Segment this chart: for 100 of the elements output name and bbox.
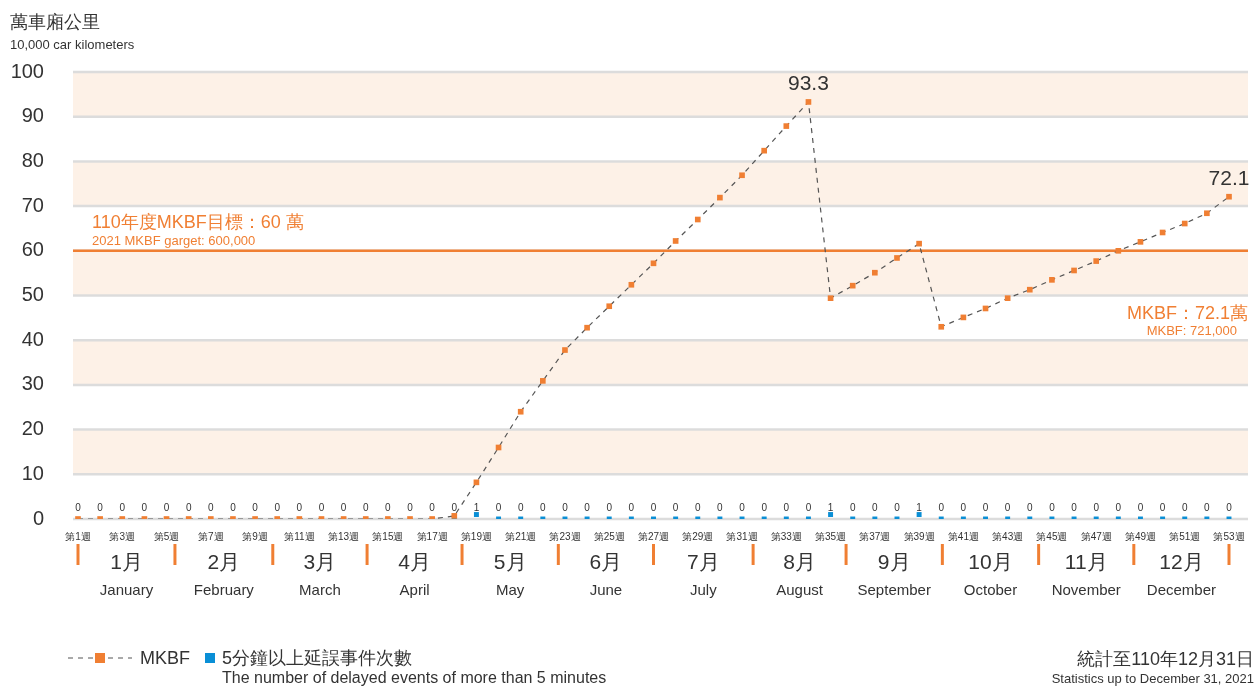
point (938, 323, 945, 330)
data-label: 93.3 (788, 70, 829, 94)
x-tick-label: 第11週 (284, 530, 315, 542)
x-tick-label: 第15週 (372, 530, 404, 542)
x-tick-label: 第3週 (109, 530, 136, 542)
data-label: 0 (938, 502, 945, 513)
x-tick-label: 第21週 (505, 530, 537, 542)
text: 0 (318, 502, 325, 513)
point (473, 512, 479, 518)
data-label: 0 (540, 502, 547, 513)
data-label: 0 (739, 502, 746, 513)
x-tick-label: 第37週 (859, 530, 891, 542)
text: September (857, 581, 931, 598)
text: 6月 (589, 550, 623, 573)
point (517, 408, 524, 415)
text: 10,000 car kilometers (10, 37, 135, 52)
data-label: 0 (805, 502, 812, 513)
y-tick-label: 80 (21, 148, 44, 171)
point (1181, 220, 1188, 227)
text: January (99, 581, 154, 598)
point (650, 260, 657, 267)
x-tick-label: 第27週 (637, 530, 670, 542)
point (916, 240, 922, 247)
data-label: 0 (960, 502, 967, 513)
data-label: 0 (584, 502, 591, 513)
point (761, 147, 767, 154)
data-label: 0 (849, 502, 856, 513)
data-label: 0 (1004, 502, 1011, 513)
x-tick-label: 第29週 (682, 530, 714, 542)
x-tick-label: 第41週 (947, 530, 979, 542)
x-tick-label: 第1週 (65, 530, 91, 542)
data-label: 0 (517, 502, 524, 513)
text: 0 (274, 502, 280, 513)
data-label: 1 (827, 502, 834, 513)
data-label: 0 (650, 502, 657, 513)
text: 0 (119, 502, 126, 513)
point (606, 303, 613, 310)
data-label: 0 (717, 502, 724, 513)
text: 10月 (968, 550, 1013, 573)
y-tick-label: 10 (21, 461, 44, 484)
text: 3月 (303, 550, 337, 573)
data-label: 72.1 (1208, 165, 1250, 189)
text: 11月 (1064, 550, 1108, 573)
x-tick-label: 第51週 (1169, 530, 1201, 542)
x-tick-label: 第5週 (153, 530, 180, 542)
y-tick-label: 0 (32, 506, 44, 529)
text: 1月 (110, 550, 143, 573)
text: July (689, 581, 718, 598)
x-tick-label: 第43週 (992, 530, 1024, 542)
text: 0 (362, 502, 369, 513)
x-tick-label: 第35週 (815, 530, 847, 542)
text: December (1146, 581, 1217, 598)
data-label: 0 (694, 502, 701, 513)
point (717, 194, 723, 201)
point (805, 99, 812, 105)
annotation: MKBF：72.1萬 (1126, 302, 1248, 323)
data-label: 0 (606, 502, 613, 513)
x-tick-label: 第31週 (726, 530, 758, 542)
y-tick-label: 40 (21, 327, 44, 350)
point (1093, 258, 1100, 264)
point (562, 347, 568, 353)
data-label: 0 (628, 502, 635, 513)
text: 0 (141, 502, 148, 513)
data-label: 0 (872, 502, 879, 513)
point (1026, 286, 1033, 293)
text: April (399, 581, 430, 598)
data-label: 0 (1137, 502, 1144, 513)
data-label: 0 (1027, 502, 1034, 513)
text: 7月 (686, 550, 720, 573)
data-label: 0 (783, 502, 790, 513)
x-tick-label: 第25週 (593, 530, 625, 542)
data-label: 0 (495, 502, 502, 513)
text: 0 (185, 502, 192, 513)
x-tick-label: 第39週 (903, 530, 935, 542)
text: November (1051, 581, 1121, 598)
x-tick-label: 第53週 (1213, 530, 1245, 542)
x-tick-label: 第47週 (1080, 530, 1112, 542)
data-label: 0 (1204, 502, 1211, 513)
point (672, 238, 679, 244)
text: 0 (75, 502, 81, 513)
data-label: 0 (761, 502, 768, 513)
point (1004, 295, 1011, 302)
data-label: 0 (1049, 502, 1056, 513)
data-label: 0 (1071, 502, 1078, 513)
point (739, 172, 745, 179)
point (1115, 247, 1122, 254)
point (827, 295, 834, 302)
point (828, 512, 834, 518)
text: 2月 (207, 550, 241, 573)
legend-label: 5分鐘以上延誤事件次數 (222, 648, 414, 668)
point (694, 216, 701, 223)
point (849, 282, 856, 289)
ref-line-label: 110年度MKBF目標：60 萬 (92, 211, 304, 232)
point (1137, 239, 1144, 245)
text: 0 (230, 502, 236, 513)
text: 5月 (493, 550, 527, 573)
text: March (299, 581, 341, 598)
x-tick-label: 第49週 (1124, 530, 1157, 542)
point (894, 255, 900, 261)
text: June (589, 581, 623, 598)
